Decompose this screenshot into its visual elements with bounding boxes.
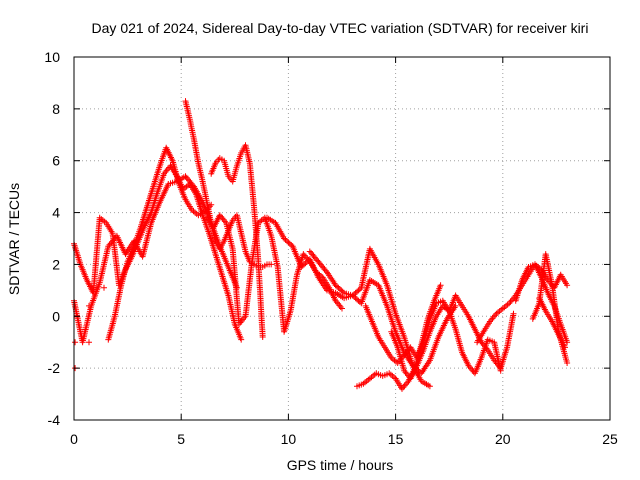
y-tick-label: -4	[48, 412, 61, 428]
data-point	[332, 282, 339, 289]
x-tick-label: 10	[281, 431, 297, 447]
data-point	[437, 282, 444, 289]
data-point	[564, 282, 571, 289]
data-point	[284, 238, 290, 245]
y-tick-labels: -4 -2 0 2 4 6 8 10	[44, 49, 60, 428]
data-point	[238, 336, 245, 343]
data-point	[208, 201, 215, 208]
data-point	[354, 296, 360, 303]
plot-frame	[73, 56, 611, 421]
data-point	[510, 310, 517, 317]
x-axis-label: GPS time / hours	[287, 457, 394, 473]
y-axis-label: SDTVAR / TECUs	[6, 183, 22, 295]
x-tick-label: 25	[602, 431, 618, 447]
y-tick-label: 8	[52, 101, 60, 117]
data-point	[349, 292, 356, 299]
data-points	[71, 98, 571, 392]
chart-title: Day 021 of 2024, Sidereal Day-to-day VTE…	[92, 20, 589, 36]
data-point	[334, 283, 340, 290]
data-point	[299, 262, 306, 269]
data-point-isolated	[101, 284, 107, 291]
y-tick-label: 6	[52, 153, 60, 169]
data-point-isolated	[86, 302, 92, 309]
y-tick-label: 4	[52, 205, 60, 221]
axis-ticks	[73, 56, 611, 421]
y-tick-label: 10	[44, 49, 60, 65]
data-point	[562, 344, 568, 351]
data-point	[298, 264, 305, 270]
data-point	[281, 235, 288, 242]
y-tick-label: 0	[52, 308, 60, 324]
data-point	[339, 305, 345, 312]
x-tick-label: 20	[495, 431, 511, 447]
data-point-isolated	[86, 339, 92, 346]
data-point	[302, 260, 309, 267]
data-point	[304, 258, 310, 265]
data-point	[352, 295, 359, 302]
x-tick-label: 0	[70, 431, 78, 447]
data-point	[356, 286, 363, 293]
grid-lines	[74, 57, 610, 420]
x-tick-label: 5	[177, 431, 185, 447]
data-point	[354, 288, 360, 295]
data-point	[564, 360, 571, 366]
data-point	[189, 182, 196, 189]
x-tick-label: 15	[388, 431, 404, 447]
data-point	[268, 261, 275, 268]
data-point	[259, 334, 266, 340]
data-point	[285, 239, 292, 246]
x-tick-labels: 0 5 10 15 20 25	[70, 431, 618, 447]
y-tick-label: 2	[52, 256, 60, 272]
data-point	[497, 367, 504, 374]
data-point-isolated	[72, 339, 79, 346]
data-point	[426, 383, 433, 390]
data-point	[336, 286, 343, 293]
data-point	[339, 288, 346, 295]
y-tick-label: -2	[48, 360, 61, 376]
